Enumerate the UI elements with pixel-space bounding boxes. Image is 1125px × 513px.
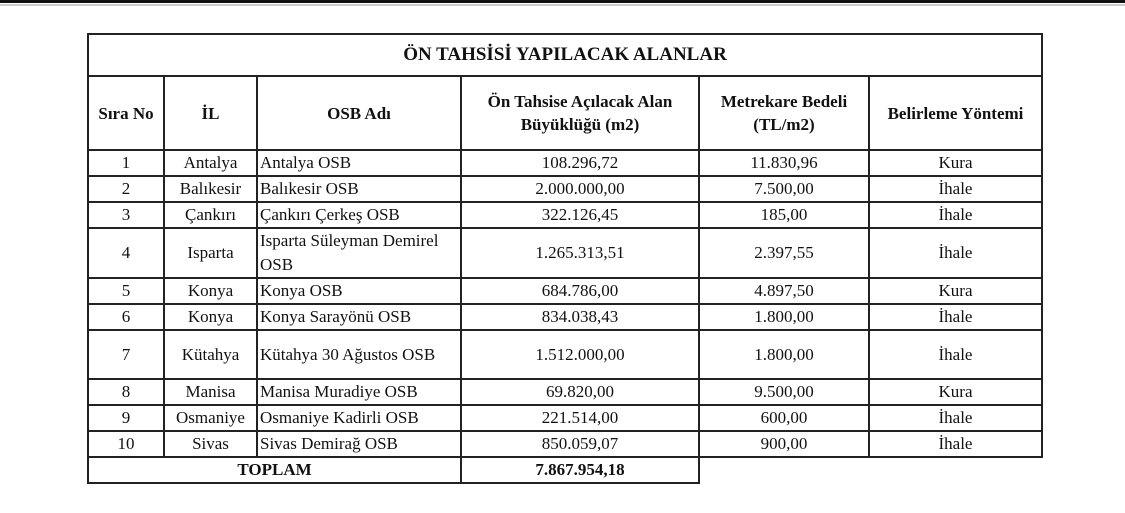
header-yontem: Belirleme Yöntemi [868,75,1043,151]
row-alan: 684.786,00 [460,277,700,305]
row-osb: Çankırı Çerkeş OSB [256,201,462,229]
header-no: Sıra No [87,75,165,151]
row-alan: 69.820,00 [460,378,700,406]
row-osb: Isparta Süleyman Demirel OSB [256,227,462,279]
row-bedel: 1.800,00 [698,329,870,380]
row-yontem: İhale [868,201,1043,229]
row-alan: 108.296,72 [460,149,700,177]
row-il: Isparta [163,227,258,279]
row-bedel: 600,00 [698,404,870,432]
header-il: İL [163,75,258,151]
row-il: Sivas [163,430,258,458]
row-osb: Manisa Muradiye OSB [256,378,462,406]
row-osb: Kütahya 30 Ağustos OSB [256,329,462,380]
row-bedel: 900,00 [698,430,870,458]
row-bedel: 11.830,96 [698,149,870,177]
row-alan: 322.126,45 [460,201,700,229]
top-edge-shadow [0,4,1125,6]
row-no: 4 [87,227,165,279]
row-bedel: 9.500,00 [698,378,870,406]
row-osb: Balıkesir OSB [256,175,462,203]
table-row: 6 Konya Konya Sarayönü OSB 834.038,43 1.800,… [87,303,1043,331]
row-yontem: İhale [868,175,1043,203]
table-row: 4 Isparta Isparta Süleyman Demirel OSB 1.26… [87,227,1043,279]
table-row: 7 Kütahya Kütahya 30 Ağustos OSB 1.512.000,… [87,329,1043,380]
row-il: Konya [163,277,258,305]
row-no: 6 [87,303,165,331]
row-il: Balıkesir [163,175,258,203]
row-yontem: İhale [868,430,1043,458]
row-osb: Antalya OSB [256,149,462,177]
total-row: TOPLAM 7.867.954,18 [87,456,1042,484]
row-alan: 221.514,00 [460,404,700,432]
row-il: Antalya [163,149,258,177]
row-osb: Osmaniye Kadirli OSB [256,404,462,432]
row-osb: Konya OSB [256,277,462,305]
table-row: 9 Osmaniye Osmaniye Kadirli OSB 221.514,00 6… [87,404,1043,432]
row-il: Çankırı [163,201,258,229]
row-yontem: İhale [868,329,1043,380]
row-il: Konya [163,303,258,331]
row-no: 1 [87,149,165,177]
row-yontem: Kura [868,149,1043,177]
row-osb: Sivas Demirağ OSB [256,430,462,458]
table-row: 2 Balıkesir Balıkesir OSB 2.000.000,00 7.500… [87,175,1043,203]
table-title: ÖN TAHSİSİ YAPILACAK ALANLAR [87,33,1043,77]
row-no: 3 [87,201,165,229]
row-il: Kütahya [163,329,258,380]
allocation-table: ÖN TAHSİSİ YAPILACAK ALANLAR Sıra No İL … [87,33,1043,484]
row-no: 10 [87,430,165,458]
header-bedel: Metrekare Bedeli (TL/m2) [698,75,870,151]
row-bedel: 185,00 [698,201,870,229]
row-il: Manisa [163,378,258,406]
row-bedel: 7.500,00 [698,175,870,203]
total-label: TOPLAM [87,456,462,484]
row-no: 8 [87,378,165,406]
table-row: 5 Konya Konya OSB 684.786,00 4.897,50 Kura [87,277,1043,305]
header-alan: Ön Tahsise Açılacak Alan Büyüklüğü (m2) [460,75,700,151]
row-alan: 1.512.000,00 [460,329,700,380]
table-row: 3 Çankırı Çankırı Çerkeş OSB 322.126,45 185,… [87,201,1043,229]
header-row: Sıra No İL OSB Adı Ön Tahsise Açılacak A… [87,75,1043,151]
table-row: 8 Manisa Manisa Muradiye OSB 69.820,00 9.500… [87,378,1043,406]
row-osb: Konya Sarayönü OSB [256,303,462,331]
row-alan: 1.265.313,51 [460,227,700,279]
row-alan: 850.059,07 [460,430,700,458]
table-row: 1 Antalya Antalya OSB 108.296,72 11.830,96 Ku… [87,149,1043,177]
total-empty [699,456,1042,483]
row-bedel: 4.897,50 [698,277,870,305]
row-bedel: 2.397,55 [698,227,870,279]
row-yontem: İhale [868,303,1043,331]
top-edge-bar [0,0,1125,3]
row-yontem: İhale [868,404,1043,432]
row-yontem: Kura [868,378,1043,406]
row-no: 7 [87,329,165,380]
row-no: 5 [87,277,165,305]
row-no: 2 [87,175,165,203]
row-no: 9 [87,404,165,432]
table-row: 10 Sivas Sivas Demirağ OSB 850.059,07 900,00… [87,430,1043,458]
row-alan: 2.000.000,00 [460,175,700,203]
row-alan: 834.038,43 [460,303,700,331]
total-value: 7.867.954,18 [460,456,700,484]
row-bedel: 1.800,00 [698,303,870,331]
row-il: Osmaniye [163,404,258,432]
header-osb: OSB Adı [256,75,462,151]
row-yontem: İhale [868,227,1043,279]
row-yontem: Kura [868,277,1043,305]
